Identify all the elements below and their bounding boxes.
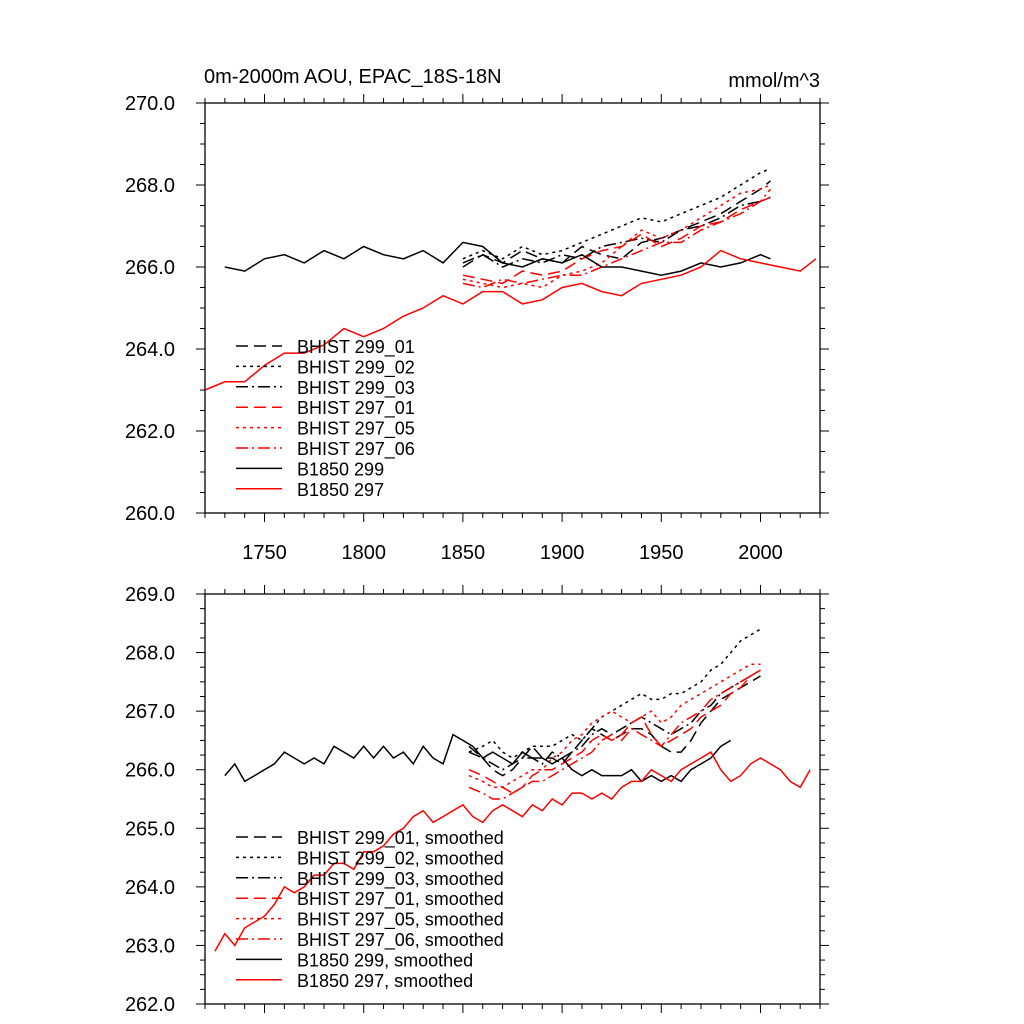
y-tick-label: 270.0 (125, 93, 175, 115)
series-line-1 (462, 180, 771, 268)
legend-label: BHIST 297_06, smoothed (297, 930, 504, 951)
series-line-6 (462, 188, 771, 289)
legend-label: BHIST 297_01, smoothed (297, 889, 504, 910)
series-line-8 (204, 249, 817, 391)
legend-label: BHIST 299_02 (297, 357, 415, 378)
legend-label: B1850 297, smoothed (297, 971, 473, 991)
legend-label: B1850 299 (297, 459, 384, 479)
series-line-8 (214, 751, 811, 952)
y-tick-label: 266.0 (125, 257, 175, 279)
series-line-7 (224, 241, 771, 276)
y-tick-label: 268.0 (125, 175, 175, 197)
legend-label: B1850 299, smoothed (297, 950, 473, 970)
units-label: mmol/m^3 (728, 70, 820, 92)
legend-label: BHIST 299_01, smoothed (297, 828, 504, 849)
legend-label: BHIST 297_01 (297, 398, 415, 419)
plot-panel-2: 262.0 263.0 264.0 265.0 266.0 267.0 268.0 269.0… (125, 584, 829, 1016)
series-line-5 (462, 184, 771, 289)
legend-label: BHIST 299_01 (297, 337, 415, 358)
legend-label: B1850 297 (297, 480, 384, 500)
series-line-2 (468, 628, 761, 759)
y-tick-label: 265.0 (125, 818, 175, 840)
series-line-3 (462, 196, 771, 268)
legend-label: BHIST 297_06 (297, 439, 415, 460)
chart-title: 0m-2000m AOU, EPAC_18S-18N (204, 66, 502, 88)
series-line-4 (462, 196, 771, 285)
y-tick-label: 268.0 (125, 643, 175, 665)
x-tick-label: 1850 (441, 542, 486, 564)
x-tick-label: 1950 (639, 542, 684, 564)
plot-panel-1: 1750 1800 1850 1900 1950 2000 260.0 262.0 264.0 2… (125, 93, 829, 564)
series-line-1 (468, 675, 761, 777)
series-line-3 (468, 669, 761, 771)
legend-label: BHIST 297_05 (297, 419, 415, 440)
series-line-5 (468, 663, 761, 789)
legend-label: BHIST 299_03, smoothed (297, 869, 504, 890)
y-tick-label: 264.0 (125, 877, 175, 899)
y-tick-label: 269.0 (125, 584, 175, 606)
legend-label: BHIST 299_03 (297, 378, 415, 399)
legend-label: BHIST 297_05, smoothed (297, 910, 504, 931)
x-tick-label: 1800 (341, 542, 386, 564)
x-tick-label: 2000 (738, 542, 783, 564)
y-tick-label: 263.0 (125, 935, 175, 957)
legend-label: BHIST 299_02, smoothed (297, 848, 504, 869)
y-tick-label: 267.0 (125, 701, 175, 723)
series-line-4 (468, 669, 761, 794)
y-tick-label: 264.0 (125, 339, 175, 361)
x-tick-label: 1900 (540, 542, 585, 564)
y-tick-label: 266.0 (125, 760, 175, 782)
series-line-6 (468, 669, 761, 800)
x-tick-label: 1750 (242, 542, 287, 564)
y-tick-label: 262.0 (125, 421, 175, 443)
y-tick-label: 260.0 (125, 503, 175, 525)
series-line-7 (224, 733, 732, 783)
y-tick-label: 262.0 (125, 994, 175, 1016)
series-line-2 (462, 167, 771, 260)
